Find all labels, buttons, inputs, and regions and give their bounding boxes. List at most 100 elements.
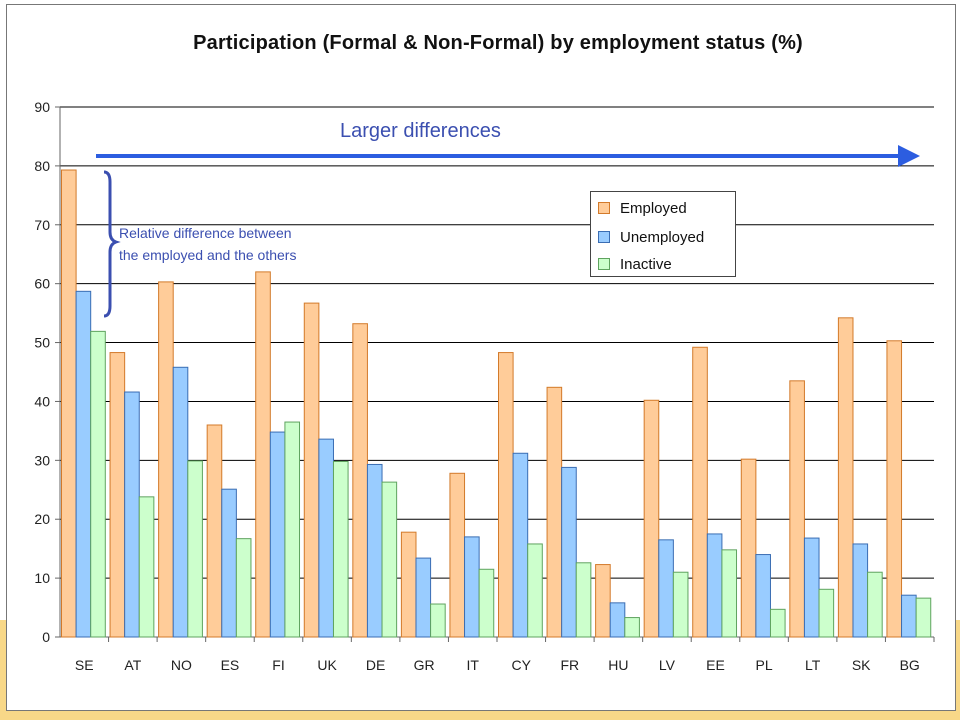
x-tick-labels: SE AT NO ES FI UK DE GR IT CY FR HU LV EE PL LT SK BG bbox=[75, 657, 920, 673]
bar-employed-sk bbox=[837, 317, 854, 638]
y-tick-label: 20 bbox=[34, 511, 50, 527]
bar-inactive-fr bbox=[575, 562, 592, 638]
bar-inactive-es bbox=[235, 538, 252, 638]
chart-title: Participation (Formal & Non-Formal) by e… bbox=[193, 32, 803, 54]
bar-inactive-pl bbox=[769, 608, 786, 638]
x-tick-label-lv: LV bbox=[659, 657, 676, 673]
x-tick-label-es: ES bbox=[221, 657, 240, 673]
legend-item-employed: Employed bbox=[598, 197, 687, 219]
axes bbox=[55, 106, 935, 642]
bar-employed-es bbox=[206, 424, 223, 638]
y-tick-label: 90 bbox=[34, 99, 50, 115]
bar-inactive-lv bbox=[672, 571, 689, 638]
bar-employed-bg bbox=[886, 340, 903, 638]
bar-unemployed-fr bbox=[561, 466, 577, 638]
bar-unemployed-bg bbox=[901, 594, 917, 638]
bar-employed-it bbox=[449, 472, 466, 638]
bar-inactive-uk bbox=[332, 461, 349, 638]
bar-inactive-sk bbox=[867, 571, 883, 638]
bar-inactive-bg bbox=[915, 597, 932, 638]
legend: Employed Unemployed Inactive bbox=[590, 191, 736, 277]
bar-unemployed-cy bbox=[512, 452, 529, 638]
x-tick-label-se: SE bbox=[75, 657, 94, 673]
x-tick-label-no: NO bbox=[171, 657, 192, 673]
x-tick-label-bg: BG bbox=[900, 657, 920, 673]
x-tick-label-sk: SK bbox=[852, 657, 871, 673]
bar-employed-lt bbox=[789, 380, 805, 638]
bar-unemployed-at bbox=[124, 391, 140, 638]
bar-employed-de bbox=[352, 323, 368, 638]
bar-employed-fr bbox=[546, 386, 563, 638]
bar-employed-gr bbox=[400, 531, 417, 638]
bar-employed-uk bbox=[303, 302, 320, 638]
bar-inactive-se bbox=[90, 330, 106, 638]
brace-icon bbox=[103, 170, 121, 318]
y-tick-label: 30 bbox=[34, 452, 50, 468]
bar-unemployed-fi bbox=[269, 431, 286, 638]
bar-employed-pl bbox=[740, 458, 757, 638]
legend-label-employed: Employed bbox=[620, 199, 687, 217]
y-tick-label: 50 bbox=[34, 335, 50, 351]
legend-swatch-inactive bbox=[598, 258, 610, 270]
bar-inactive-at bbox=[138, 496, 155, 638]
bar-unemployed-sk bbox=[852, 543, 869, 638]
y-tick-labels: 0 10 20 30 40 50 60 70 80 90 bbox=[34, 99, 50, 645]
bar-unemployed-uk bbox=[318, 438, 334, 638]
bracket-label-line1: Relative difference between bbox=[119, 225, 292, 241]
bar-unemployed-gr bbox=[415, 557, 432, 638]
legend-label-inactive: Inactive bbox=[620, 255, 672, 273]
bar-inactive-lt bbox=[818, 588, 835, 638]
bar-unemployed-es bbox=[221, 488, 237, 638]
x-tick-label-fr: FR bbox=[560, 657, 579, 673]
y-tick-label: 80 bbox=[34, 158, 50, 174]
bar-employed-ee bbox=[692, 346, 708, 638]
bar-inactive-no bbox=[187, 460, 203, 638]
y-tick-label: 0 bbox=[42, 629, 50, 645]
bar-inactive-hu bbox=[624, 617, 640, 638]
bar-unemployed-se bbox=[75, 290, 92, 638]
bar-unemployed-hu bbox=[609, 602, 626, 638]
x-tick-label-it: IT bbox=[466, 657, 479, 673]
bar-inactive-it bbox=[478, 568, 495, 638]
x-tick-label-gr: GR bbox=[414, 657, 435, 673]
bar-inactive-fi bbox=[284, 421, 301, 638]
x-tick-label-uk: UK bbox=[317, 657, 337, 673]
x-tick-label-hu: HU bbox=[608, 657, 628, 673]
legend-item-inactive: Inactive bbox=[598, 253, 672, 275]
y-tick-label: 10 bbox=[34, 570, 50, 586]
x-tick-label-at: AT bbox=[124, 657, 141, 673]
legend-label-unemployed: Unemployed bbox=[620, 228, 705, 246]
gridlines bbox=[60, 106, 934, 579]
bar-unemployed-pl bbox=[755, 554, 771, 638]
y-tick-label: 40 bbox=[34, 393, 50, 409]
bracket-label-line2: the employed and the others bbox=[119, 247, 296, 263]
bar-unemployed-de bbox=[366, 463, 383, 638]
x-tick-label-pl: PL bbox=[755, 657, 772, 673]
x-tick-label-lt: LT bbox=[805, 657, 821, 673]
x-tick-label-de: DE bbox=[366, 657, 385, 673]
bar-employed-hu bbox=[595, 564, 611, 638]
bar-unemployed-it bbox=[464, 536, 480, 638]
bar-employed-at bbox=[109, 352, 126, 638]
bar-unemployed-ee bbox=[706, 533, 723, 638]
bar-inactive-cy bbox=[527, 543, 543, 638]
arrow-head-icon bbox=[898, 145, 920, 167]
bar-employed-fi bbox=[255, 271, 271, 638]
bar-employed-lv bbox=[643, 399, 660, 638]
y-tick-label: 70 bbox=[34, 217, 50, 233]
legend-swatch-employed bbox=[598, 202, 610, 214]
x-tick-label-cy: CY bbox=[512, 657, 532, 673]
bar-inactive-gr bbox=[430, 603, 446, 638]
y-tick-label: 60 bbox=[34, 276, 50, 292]
bar-employed-no bbox=[158, 281, 174, 638]
x-tick-label-ee: EE bbox=[706, 657, 725, 673]
bar-inactive-ee bbox=[721, 549, 738, 638]
x-tick-label-fi: FI bbox=[272, 657, 284, 673]
bar-employed-se bbox=[61, 169, 77, 638]
bar-unemployed-no bbox=[172, 366, 189, 638]
arrow-label: Larger differences bbox=[340, 120, 501, 142]
bars bbox=[61, 169, 932, 638]
bar-inactive-de bbox=[381, 481, 398, 638]
legend-swatch-unemployed bbox=[598, 231, 610, 243]
